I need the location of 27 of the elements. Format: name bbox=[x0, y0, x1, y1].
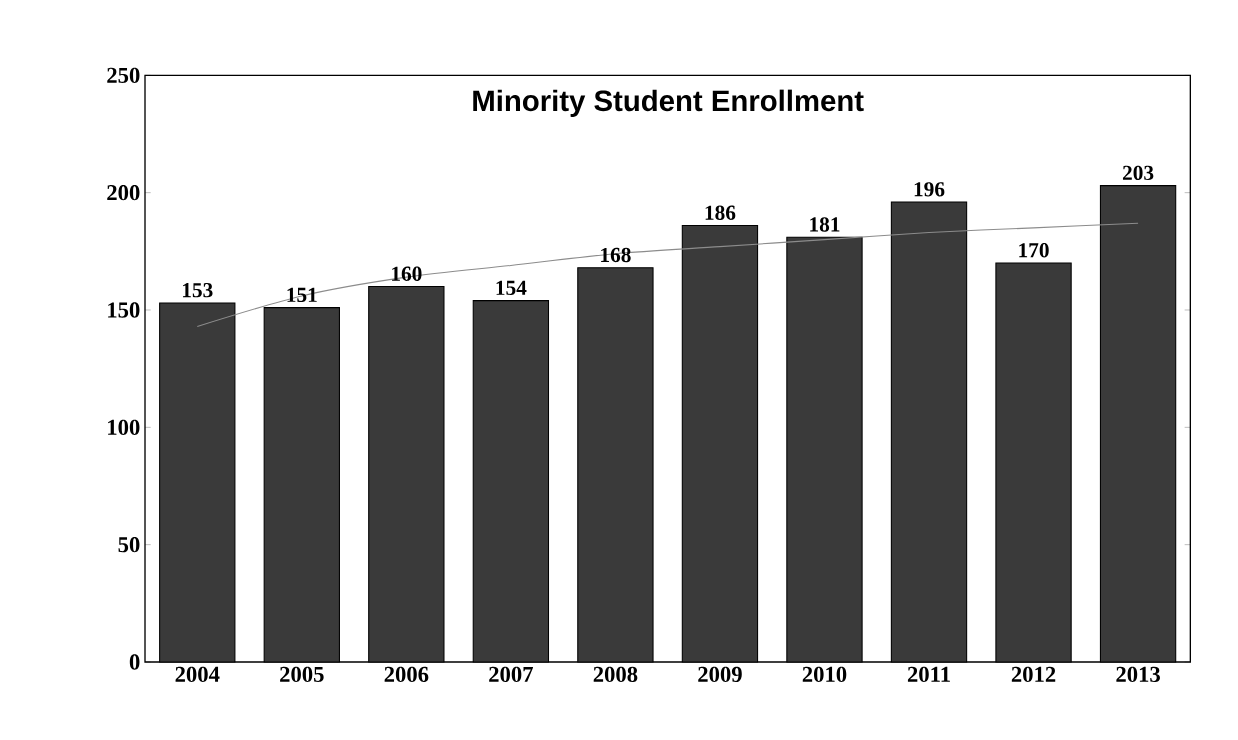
x-tick-label: 2008 bbox=[593, 666, 638, 683]
x-tick-label: 2010 bbox=[802, 666, 847, 683]
data-label: 203 bbox=[1122, 165, 1154, 181]
data-label: 186 bbox=[705, 205, 736, 220]
y-tick-label: 150 bbox=[108, 302, 140, 318]
data-label: 154 bbox=[496, 280, 527, 296]
x-tick-label: 2013 bbox=[1116, 666, 1160, 683]
data-label: 160 bbox=[392, 266, 422, 281]
x-tick-label: 2006 bbox=[384, 666, 429, 683]
data-label: 170 bbox=[1019, 243, 1049, 258]
y-tick-label: 100 bbox=[108, 419, 140, 435]
x-tick-label: 2005 bbox=[280, 666, 324, 683]
x-tick-label: 2009 bbox=[698, 666, 742, 683]
y-tick-label: 200 bbox=[107, 185, 140, 201]
y-tick-label: 250 bbox=[107, 67, 140, 83]
x-tick-label: 2004 bbox=[175, 666, 220, 683]
x-tick-label: 2011 bbox=[907, 666, 950, 683]
chart-title: Minority Student Enrollment bbox=[473, 89, 864, 117]
data-label: 196 bbox=[914, 182, 945, 197]
x-tick-label: 2007 bbox=[489, 666, 533, 683]
data-label: 181 bbox=[810, 217, 840, 232]
data-label: 168 bbox=[601, 247, 631, 263]
data-label: 153 bbox=[182, 283, 213, 298]
x-tick-label: 2012 bbox=[1011, 666, 1056, 683]
y-tick-label: 50 bbox=[118, 537, 140, 553]
y-tick-label: 0 bbox=[129, 654, 140, 670]
data-label: 151 bbox=[287, 287, 317, 303]
